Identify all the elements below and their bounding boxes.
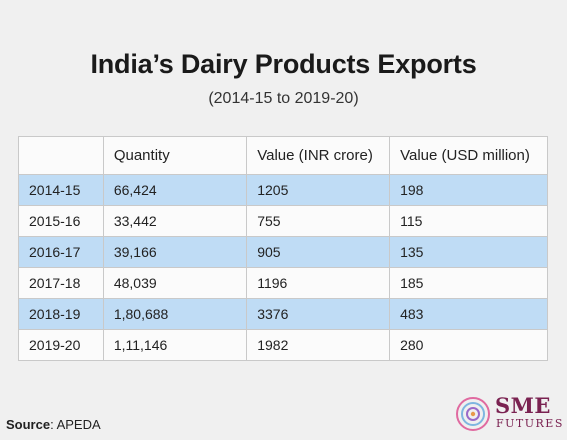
chart-title: India’s Dairy Products Exports [90, 49, 477, 79]
value-cell: 1,11,146 [102, 329, 248, 361]
value-cell: 66,424 [102, 174, 248, 206]
exports-table: Quantity Value (INR crore) Value (USD mi… [18, 136, 548, 361]
source-label: Source [6, 417, 51, 432]
value-cell: 39,166 [102, 236, 248, 268]
value-cell: 185 [389, 267, 548, 299]
logo-text-bottom: FUTURES [496, 417, 564, 430]
source-value: : APEDA [50, 417, 101, 432]
logo-text-top: SME [495, 393, 551, 418]
header-cell: Quantity [102, 136, 248, 175]
year-cell: 2015-16 [18, 205, 104, 237]
year-cell: 2017-18 [18, 267, 104, 299]
value-cell: 135 [389, 236, 548, 268]
table-row: 2014-15 66,424 1205 198 [18, 174, 548, 206]
value-cell: 1205 [246, 174, 391, 206]
year-cell: 2019-20 [18, 329, 104, 361]
sme-futures-logo: SME FUTURES [455, 393, 562, 433]
value-cell: 280 [389, 329, 548, 361]
table-row: 2018-19 1,80,688 3376 483 [18, 298, 548, 330]
value-cell: 905 [246, 236, 391, 268]
chart-subtitle: (2014-15 to 2019-20) [208, 90, 359, 107]
header-cell: Value (USD million) [389, 136, 548, 175]
value-cell: 1982 [246, 329, 391, 361]
logo-emblem-icon [456, 397, 490, 431]
year-cell: 2014-15 [18, 174, 104, 206]
year-cell: 2016-17 [18, 236, 104, 268]
value-cell: 3376 [246, 298, 391, 330]
table-header-row: Quantity Value (INR crore) Value (USD mi… [18, 136, 548, 175]
header-cell [18, 136, 104, 175]
header-cell: Value (INR crore) [246, 136, 391, 175]
value-cell: 1,80,688 [102, 298, 248, 330]
year-cell: 2018-19 [18, 298, 104, 330]
source-note: Source: APEDA [6, 417, 101, 432]
table-body: 2014-15 66,424 1205 198 2015-16 33,442 755 115 2… [18, 174, 548, 361]
value-cell: 115 [389, 205, 548, 237]
value-cell: 33,442 [102, 205, 248, 237]
table-row: 2017-18 48,039 1196 185 [18, 267, 548, 299]
value-cell: 1196 [246, 267, 391, 299]
value-cell: 483 [389, 298, 548, 330]
value-cell: 755 [246, 205, 391, 237]
table-row: 2019-20 1,11,146 1982 280 [18, 329, 548, 361]
value-cell: 198 [389, 174, 548, 206]
table-row: 2016-17 39,166 905 135 [18, 236, 548, 268]
table-row: 2015-16 33,442 755 115 [18, 205, 548, 237]
value-cell: 48,039 [102, 267, 248, 299]
